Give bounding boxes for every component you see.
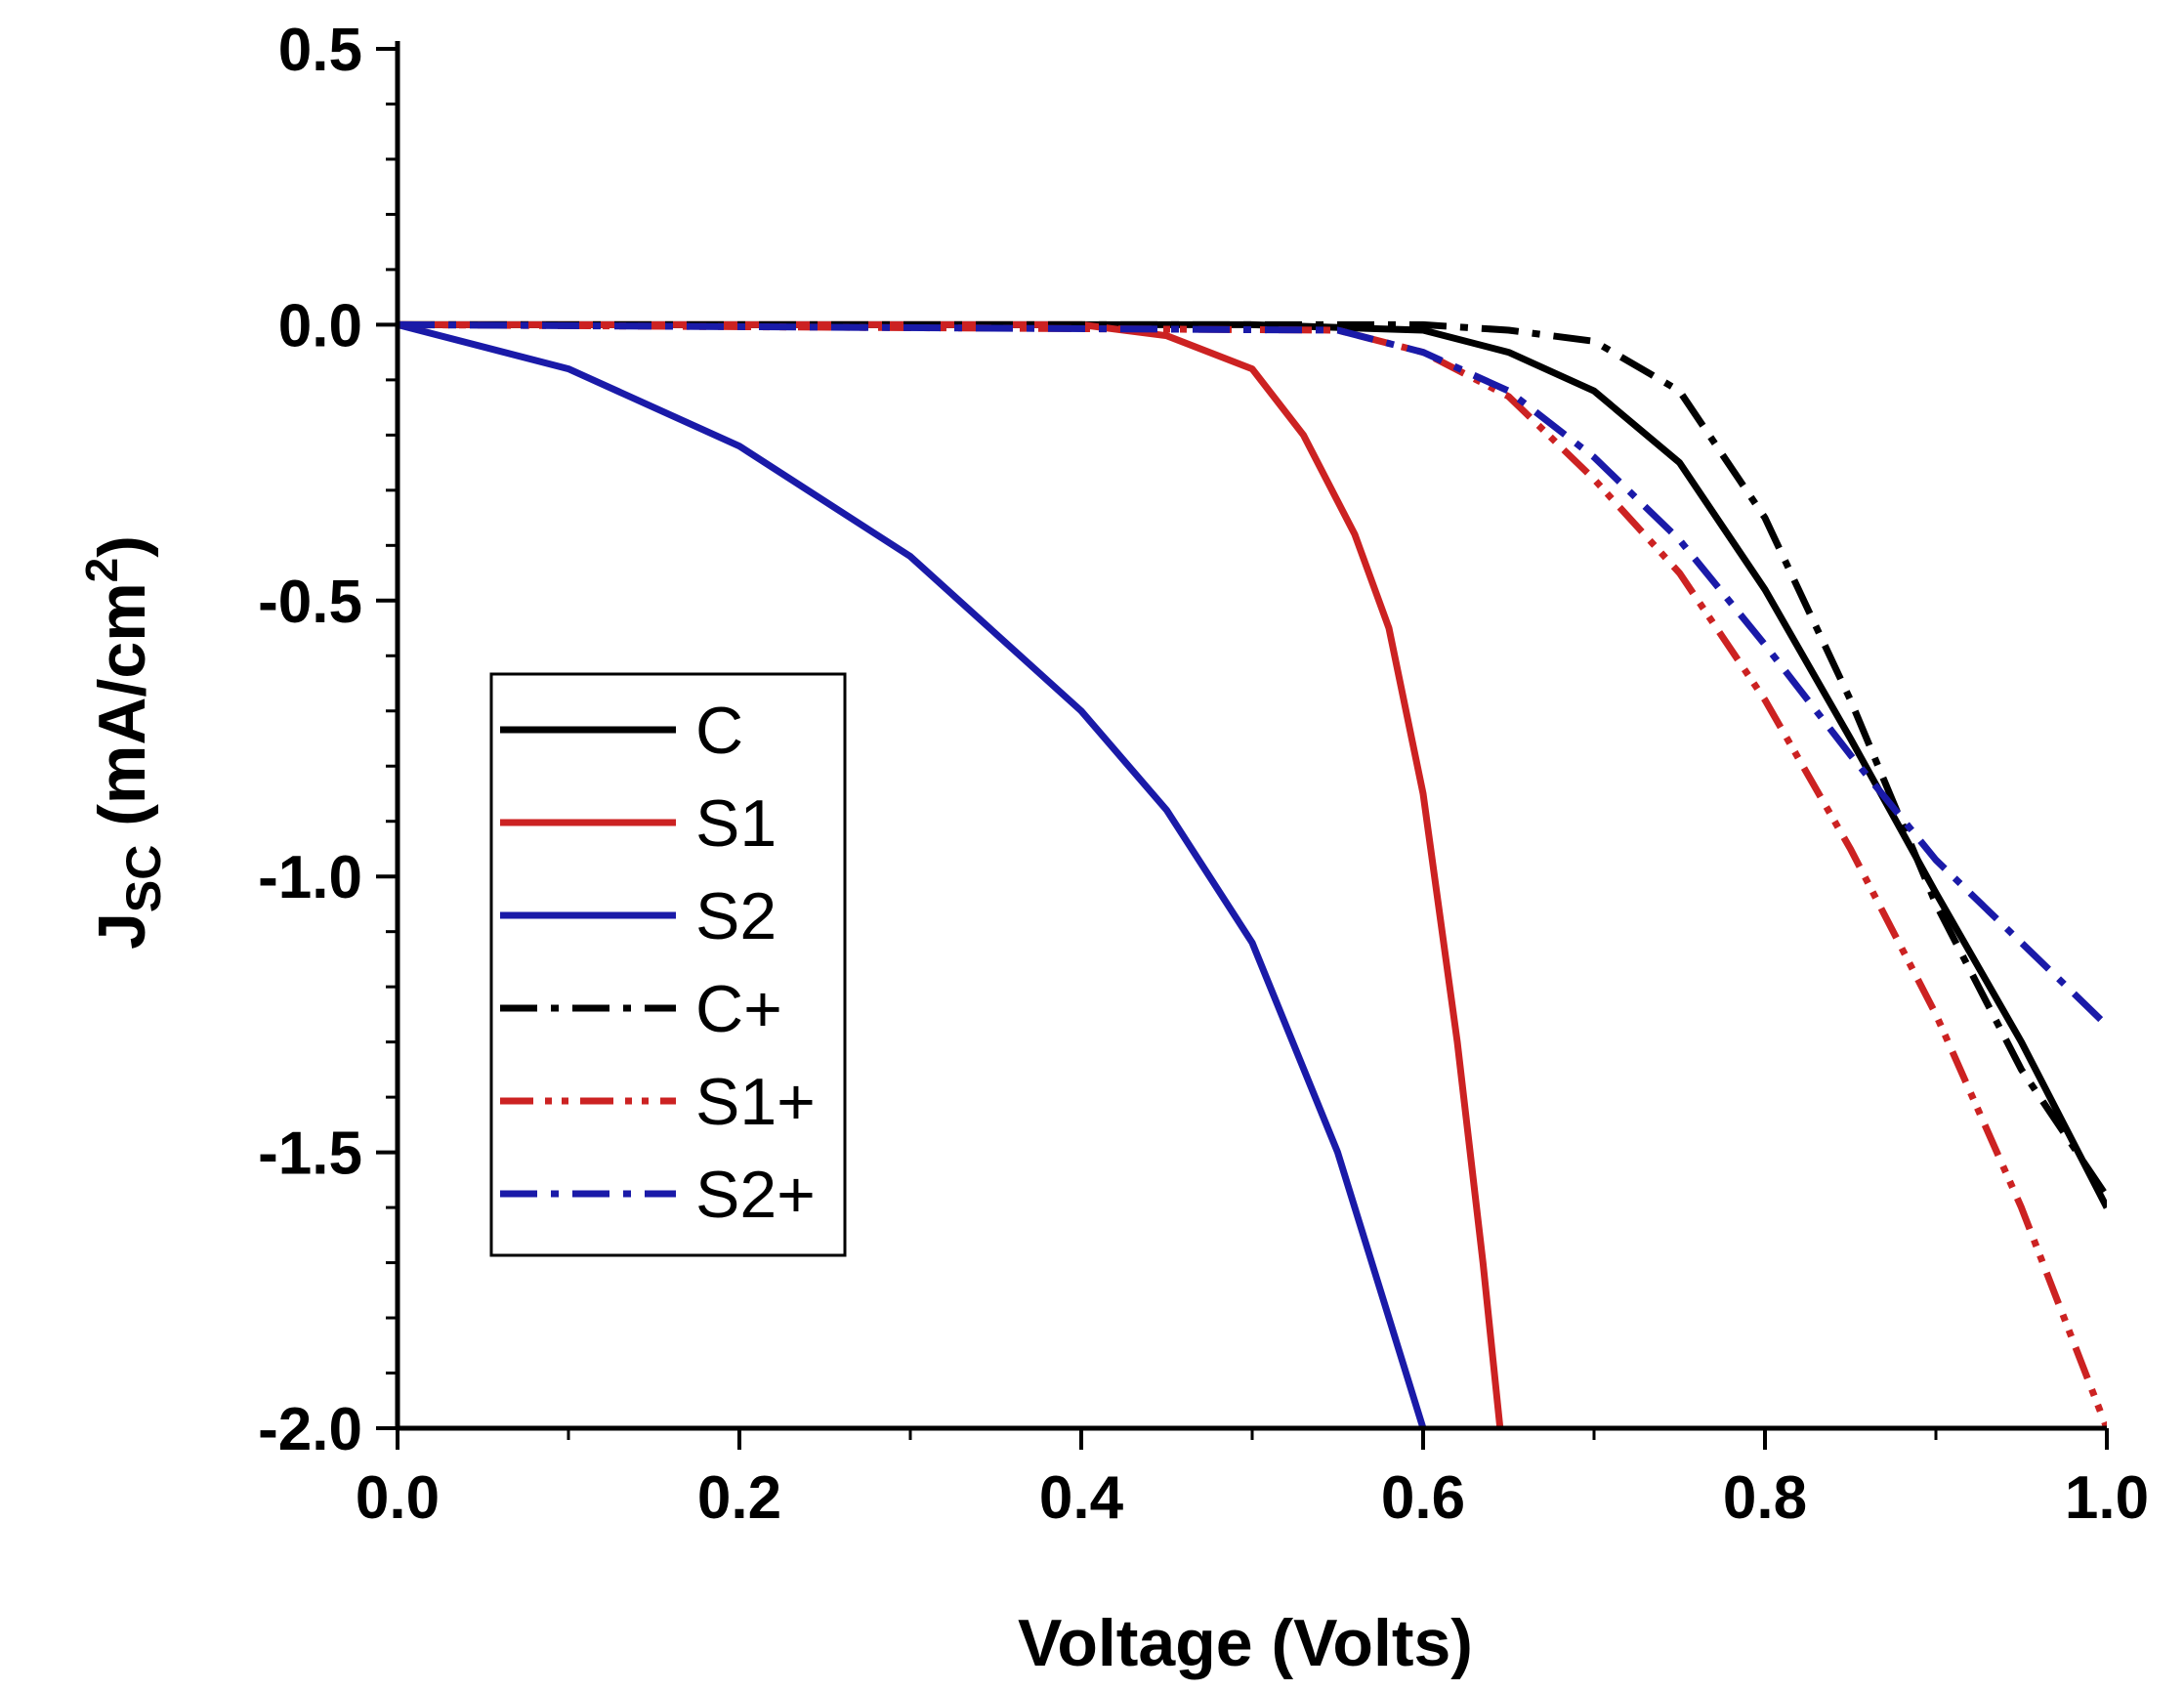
- y-tick-label: -1.0: [258, 844, 362, 911]
- legend-label: S2+: [695, 1158, 816, 1232]
- y-tick-label: -2.0: [258, 1396, 362, 1463]
- y-tick-label: 0.5: [278, 17, 362, 84]
- y-tick-label: 0.0: [278, 292, 362, 359]
- y-axis-title: JSC (mA/cm2): [76, 535, 171, 950]
- series-line-s1-plus: [398, 320, 2107, 1428]
- series-line-s2: [398, 321, 1427, 1428]
- series-line-c-plus: [398, 320, 2107, 1199]
- legend-label: S1: [695, 786, 777, 861]
- x-tick-label: 1.0: [2065, 1464, 2149, 1532]
- y-tick-label: -1.5: [258, 1120, 362, 1188]
- x-axis-title: Voltage (Volts): [1018, 1606, 1473, 1680]
- series-line-c: [398, 320, 2107, 1209]
- legend-box: [489, 672, 847, 1257]
- legend-label: C: [695, 694, 743, 768]
- x-tick-label: 0.4: [1039, 1464, 1124, 1532]
- x-tick-label: 0.8: [1723, 1464, 1807, 1532]
- legend-label: S1+: [695, 1065, 816, 1139]
- y-tick-label: -0.5: [258, 569, 362, 636]
- legend-label: S2: [695, 879, 777, 953]
- x-tick-label: 0.0: [356, 1464, 440, 1532]
- legend: C S1 S2 C+ S1+ S2+: [489, 672, 847, 1257]
- x-tick-label: 0.2: [697, 1464, 781, 1532]
- legend-label: C+: [695, 972, 782, 1046]
- x-tick-label: 0.6: [1381, 1464, 1465, 1532]
- ticks: 0.0 0.2 0.4 0.6 0.8 1.0 0.5 0.0 -0.5 -1.0 -1.5 -2.0: [258, 17, 2149, 1532]
- curves: [398, 320, 2107, 1428]
